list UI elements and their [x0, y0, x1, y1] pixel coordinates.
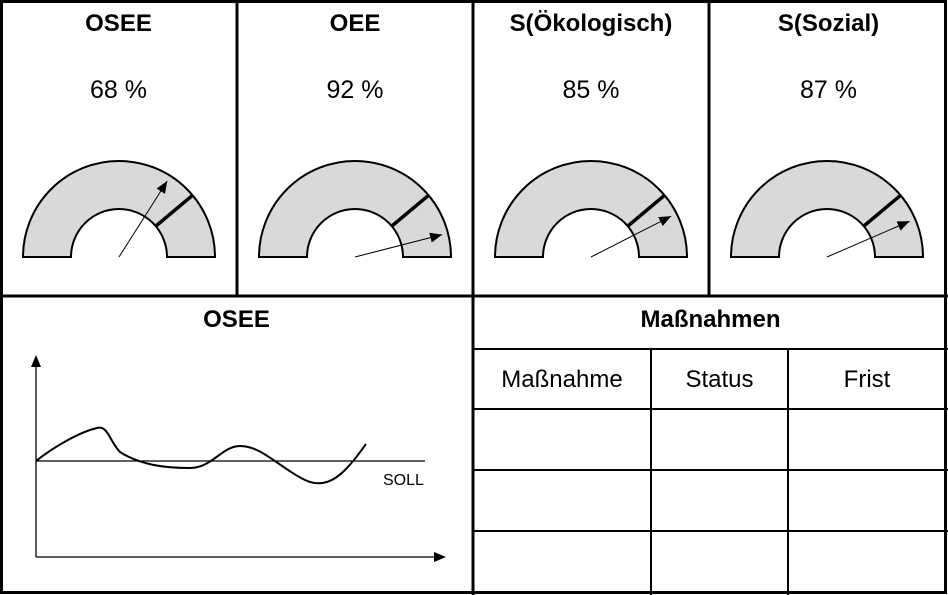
gauge-needle-arrowhead — [896, 221, 910, 231]
column-header-status: Status — [685, 366, 754, 393]
gauge-needle — [354, 234, 443, 258]
gauge-band — [729, 160, 925, 258]
gauge-card-oekologisch: S(Ökologisch) 85 % — [473, 0, 709, 296]
column-header-massnahme: Maßnahme — [501, 366, 623, 393]
gauge-title: S(Ökologisch) — [509, 10, 673, 37]
table-row — [473, 531, 948, 593]
gauge-card-osee: OSEE 68 % — [0, 0, 237, 296]
gauge-needle-arrowhead — [658, 216, 672, 227]
gauge-dial — [493, 160, 689, 258]
gauge-card-sozial: S(Sozial) 87 % — [709, 0, 948, 296]
gauge-value: 85 % — [562, 76, 620, 104]
gauge-value: 92 % — [326, 76, 384, 104]
column-header-frist: Frist — [843, 366, 891, 393]
gauge-title: S(Sozial) — [777, 10, 880, 37]
gauge-threshold-mark — [154, 193, 194, 228]
gauge-dial — [729, 160, 925, 258]
gauge-card-oee: OEE 92 % — [237, 0, 473, 296]
gauge-needle-arrowhead — [429, 232, 443, 243]
gauge-band — [493, 160, 689, 258]
gauge-value: 87 % — [800, 76, 857, 104]
gauge-band — [257, 160, 453, 258]
trend-panel — [0, 296, 473, 595]
gauge-needle — [118, 180, 168, 258]
gauge-band — [21, 160, 217, 258]
gauge-dial — [257, 160, 453, 258]
target-label: SOLL — [383, 472, 424, 489]
measures-title: Maßnahmen — [640, 306, 781, 333]
gauge-threshold-mark — [390, 193, 430, 228]
gauge-title: OEE — [329, 10, 381, 37]
gauge-threshold-mark — [626, 193, 666, 228]
table-row — [473, 470, 948, 531]
gauge-needle — [826, 220, 910, 258]
gauge-value: 68 % — [90, 76, 147, 104]
trend-title: OSEE — [203, 306, 270, 333]
gauge-needle — [590, 215, 672, 258]
table-row — [473, 409, 948, 470]
gauge-dial — [21, 160, 217, 258]
gauge-needle-arrowhead — [156, 181, 168, 194]
gauge-threshold-mark — [862, 193, 902, 228]
gauge-title: OSEE — [85, 10, 152, 37]
